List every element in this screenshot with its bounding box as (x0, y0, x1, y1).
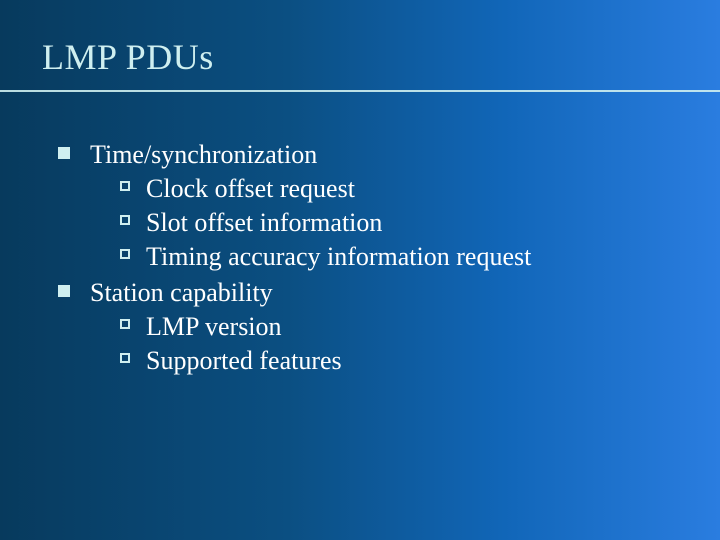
list-item: Timing accuracy information request (120, 242, 680, 272)
bullet-list-level2: LMP version Supported features (90, 312, 680, 376)
title-underline (0, 90, 720, 92)
list-item-label: LMP version (146, 312, 282, 341)
hollow-square-bullet-icon (120, 353, 130, 363)
slide-body: Time/synchronization Clock offset reques… (58, 140, 680, 382)
list-item: Slot offset information (120, 208, 680, 238)
bullet-list-level2: Clock offset request Slot offset informa… (90, 174, 680, 272)
list-item-label: Timing accuracy information request (146, 242, 531, 271)
list-item-label: Slot offset information (146, 208, 382, 237)
list-item: Supported features (120, 346, 680, 376)
slide-title: LMP PDUs (42, 36, 214, 78)
hollow-square-bullet-icon (120, 181, 130, 191)
square-bullet-icon (58, 147, 70, 159)
list-item-label: Supported features (146, 346, 342, 375)
list-item-label: Time/synchronization (90, 140, 317, 169)
list-item: Time/synchronization Clock offset reques… (58, 140, 680, 272)
hollow-square-bullet-icon (120, 215, 130, 225)
list-item: Station capability LMP version Supported… (58, 278, 680, 376)
bullet-list-level1: Time/synchronization Clock offset reques… (58, 140, 680, 376)
square-bullet-icon (58, 285, 70, 297)
list-item-label: Clock offset request (146, 174, 355, 203)
hollow-square-bullet-icon (120, 319, 130, 329)
hollow-square-bullet-icon (120, 249, 130, 259)
slide: LMP PDUs Time/synchronization Clock offs… (0, 0, 720, 540)
list-item: LMP version (120, 312, 680, 342)
list-item-label: Station capability (90, 278, 273, 307)
list-item: Clock offset request (120, 174, 680, 204)
